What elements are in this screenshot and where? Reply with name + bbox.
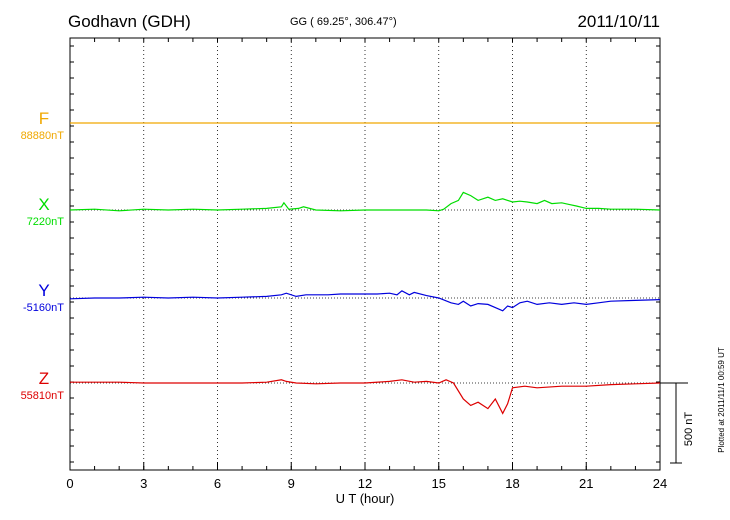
series-baseline-label: 88880nT [21,130,65,142]
plot-timestamp-note: Plotted at 2011/11/1 00:59 UT [717,347,726,453]
x-tick-label: 6 [214,476,221,491]
x-axis-label: U T (hour) [336,491,395,506]
station-title: Godhavn (GDH) [68,12,191,31]
x-tick-label: 24 [653,476,667,491]
series-name-z: Z [39,369,49,388]
x-tick-label: 18 [505,476,519,491]
series-baseline-label: -5160nT [23,302,64,314]
coordinates-label: GG ( 69.25°, 306.47°) [290,16,397,28]
x-tick-label: 3 [140,476,147,491]
series-line-x [69,191,661,212]
x-tick-label: 9 [288,476,295,491]
series-name-x: X [38,195,49,214]
series-line-z [70,379,661,415]
x-tick-label: 0 [66,476,73,491]
x-tick-label: 21 [579,476,593,491]
series-baseline-label: 7220nT [27,216,65,228]
x-tick-label: 15 [432,476,446,491]
scale-bar-label: 500 nT [683,412,695,447]
series-name-f: F [39,109,49,128]
series-line-y [69,290,661,312]
x-tick-label: 12 [358,476,372,491]
series-name-y: Y [38,281,49,300]
series-baseline-label: 55810nT [21,390,65,402]
date-label: 2011/10/11 [577,12,660,31]
